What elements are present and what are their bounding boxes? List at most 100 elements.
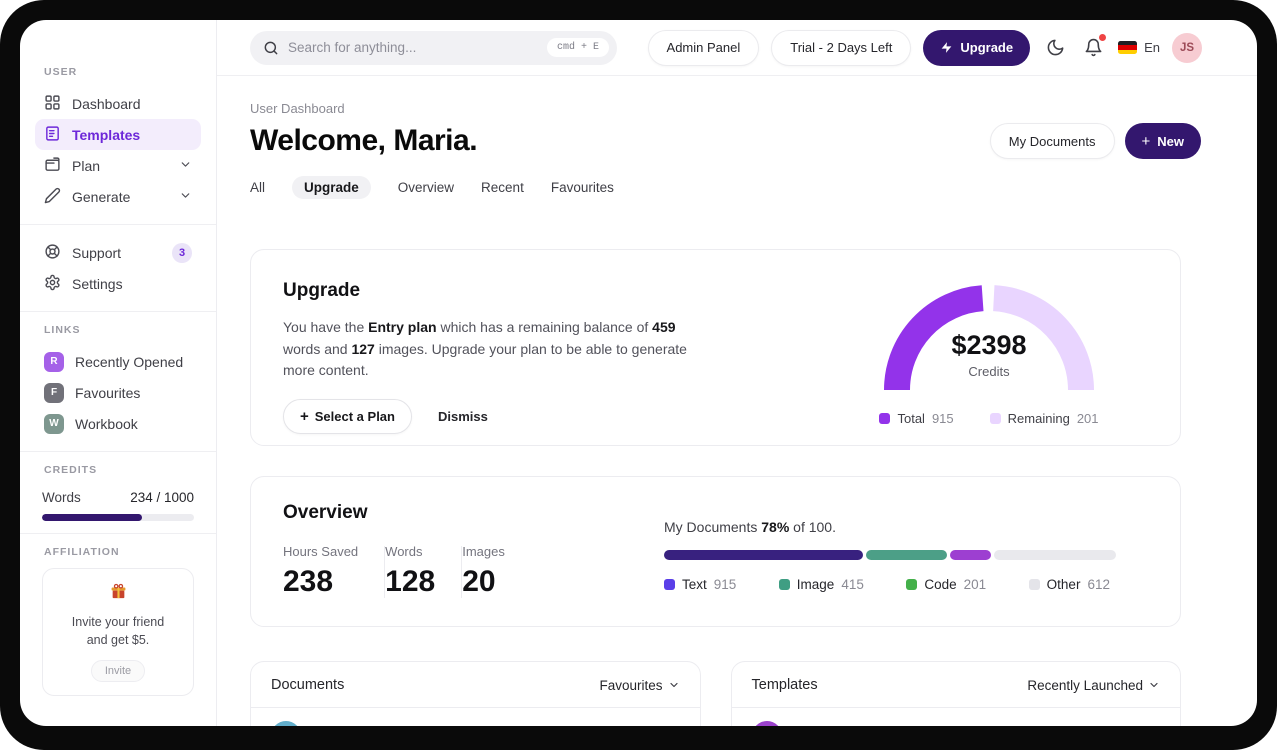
- sidebar-item-label: Support: [72, 244, 122, 261]
- sidebar-item-label: Dashboard: [72, 95, 141, 112]
- user-avatar[interactable]: JS: [1172, 32, 1202, 63]
- plus-icon: +: [1141, 132, 1151, 150]
- documents-filter-dropdown[interactable]: Favourites: [599, 678, 679, 693]
- documents-card: Documents Favourites Untitled Document i…: [250, 661, 701, 726]
- sidebar-item-label: Workbook: [75, 415, 138, 432]
- dark-mode-toggle[interactable]: [1042, 35, 1068, 61]
- filter-tabs: All Upgrade Overview Recent Favourites: [250, 176, 1181, 199]
- link-letter-badge: F: [44, 382, 64, 403]
- chevron-down-icon: [179, 189, 192, 205]
- sidebar-divider: [20, 224, 216, 225]
- admin-panel-button[interactable]: Admin Panel: [647, 29, 760, 66]
- search-icon: [263, 40, 279, 56]
- grid-icon: [44, 94, 61, 114]
- wallet-icon: [44, 156, 61, 176]
- overview-card-title: Overview: [283, 502, 368, 523]
- legend-item-text: Text 915: [664, 577, 736, 592]
- language-selector[interactable]: En: [1118, 40, 1160, 55]
- app-window: USER Dashboard Templates Plan Generate S…: [20, 20, 1257, 726]
- new-button[interactable]: + New: [1124, 123, 1201, 159]
- bottom-cards-row: Documents Favourites Untitled Document i…: [250, 661, 1181, 726]
- templates-filter-dropdown[interactable]: Recently Launched: [1027, 678, 1160, 693]
- legend-item-remaining: Remaining 201: [989, 411, 1099, 426]
- sidebar: USER Dashboard Templates Plan Generate S…: [20, 20, 217, 726]
- tab-recent[interactable]: Recent: [481, 180, 524, 195]
- gauge-arcs: [884, 285, 1094, 391]
- sidebar-item-label: Favourites: [75, 384, 141, 401]
- legend-swatch: [906, 579, 918, 590]
- moon-icon: [1046, 38, 1065, 57]
- notifications-button[interactable]: [1080, 33, 1107, 61]
- invite-button[interactable]: Invite: [90, 660, 146, 683]
- sidebar-item-label: Settings: [72, 275, 123, 292]
- page-title: Welcome, Maria.: [250, 124, 478, 157]
- lightning-icon: [940, 41, 953, 54]
- upgrade-card-body: You have the Entry plan which has a rema…: [283, 319, 687, 379]
- tab-favourites[interactable]: Favourites: [550, 180, 614, 195]
- breadcrumb: User Dashboard: [250, 101, 345, 116]
- page-header-row: Welcome, Maria. My Documents + New: [250, 123, 1201, 159]
- credits-gauge-chart: $2398 Credits: [874, 272, 1104, 399]
- document-icon: [44, 125, 61, 145]
- sidebar-item-plan[interactable]: Plan: [35, 150, 201, 181]
- tab-all[interactable]: All: [250, 180, 266, 195]
- sidebar-item-label: Recently Opened: [75, 353, 184, 370]
- sidebar-item-templates[interactable]: Templates: [35, 119, 201, 150]
- document-avatar: [271, 721, 301, 726]
- sidebar-section-credits: CREDITS: [44, 464, 98, 476]
- credits-gauge-section: $2398 Credits Total 915 Remaining: [858, 272, 1120, 426]
- sidebar-item-recently-opened[interactable]: R Recently Opened: [35, 346, 201, 377]
- template-list-item[interactable]: Blog Post Title in Workbook: [732, 708, 1181, 726]
- legend-swatch: [879, 413, 891, 424]
- documents-bar-legend: Text 915 Image 415 Code 201: [664, 577, 1116, 592]
- sidebar-divider: [20, 311, 216, 312]
- documents-card-title: Documents: [271, 677, 345, 693]
- sidebar-item-settings[interactable]: Settings: [35, 268, 201, 299]
- stat-divider: [461, 545, 463, 598]
- bar-segment-code: [950, 550, 991, 560]
- my-documents-button[interactable]: My Documents: [989, 123, 1115, 159]
- credits-words-label: Words: [42, 490, 81, 505]
- sidebar-item-label: Generate: [72, 188, 131, 205]
- stat-words: Words 128: [385, 544, 436, 598]
- upgrade-card: Upgrade You have the Entry plan which ha…: [250, 249, 1181, 446]
- affiliation-card: Invite your friend and get $5. Invite: [42, 568, 194, 697]
- sidebar-item-label: Templates: [72, 126, 141, 143]
- sidebar-divider: [20, 451, 216, 452]
- dismiss-button[interactable]: Dismiss: [437, 409, 488, 425]
- templates-card-title: Templates: [751, 677, 818, 693]
- sidebar-item-workbook[interactable]: W Workbook: [35, 408, 201, 439]
- sidebar-item-generate[interactable]: Generate: [35, 181, 201, 212]
- page-content: User Dashboard Welcome, Maria. My Docume…: [217, 76, 1257, 726]
- documents-progress-caption: My Documents 78% of 100.: [664, 519, 836, 535]
- sidebar-item-label: Plan: [72, 157, 101, 174]
- search-input[interactable]: Search for anything... cmd + E: [250, 30, 617, 65]
- gauge-legend: Total 915 Remaining 201: [858, 411, 1120, 426]
- sidebar-item-dashboard[interactable]: Dashboard: [35, 88, 201, 119]
- legend-item-code: Code 201: [906, 577, 986, 592]
- sidebar-item-support[interactable]: Support 3: [35, 237, 201, 268]
- trial-badge[interactable]: Trial - 2 Days Left: [771, 29, 912, 66]
- credits-progress-bar: [42, 514, 194, 521]
- upgrade-card-actions: + Select a Plan Dismiss: [283, 399, 698, 435]
- language-label: En: [1144, 40, 1160, 55]
- template-avatar: [751, 721, 782, 726]
- document-list-item[interactable]: Untitled Document in Workbook: [251, 708, 700, 726]
- overview-card: Overview Hours Saved 238 Words 128: [250, 476, 1181, 627]
- tab-overview[interactable]: Overview: [397, 180, 455, 195]
- templates-card: Templates Recently Launched Blog Post Ti…: [730, 661, 1181, 726]
- upgrade-button[interactable]: Upgrade: [923, 29, 1031, 66]
- credits-progress-fill: [42, 514, 143, 521]
- upgrade-card-title: Upgrade: [283, 280, 361, 301]
- select-plan-button[interactable]: + Select a Plan: [283, 399, 412, 435]
- bar-segment-other: [993, 550, 1116, 560]
- chevron-down-icon: [1148, 679, 1160, 691]
- sidebar-item-favourites[interactable]: F Favourites: [35, 377, 201, 408]
- bell-icon: [1084, 38, 1103, 57]
- sidebar-section-user: USER: [44, 66, 78, 78]
- link-letter-badge: W: [44, 413, 64, 434]
- affiliation-text: Invite your friend and get $5.: [71, 615, 165, 648]
- chevron-down-icon: [179, 158, 192, 174]
- tab-upgrade[interactable]: Upgrade: [292, 176, 371, 199]
